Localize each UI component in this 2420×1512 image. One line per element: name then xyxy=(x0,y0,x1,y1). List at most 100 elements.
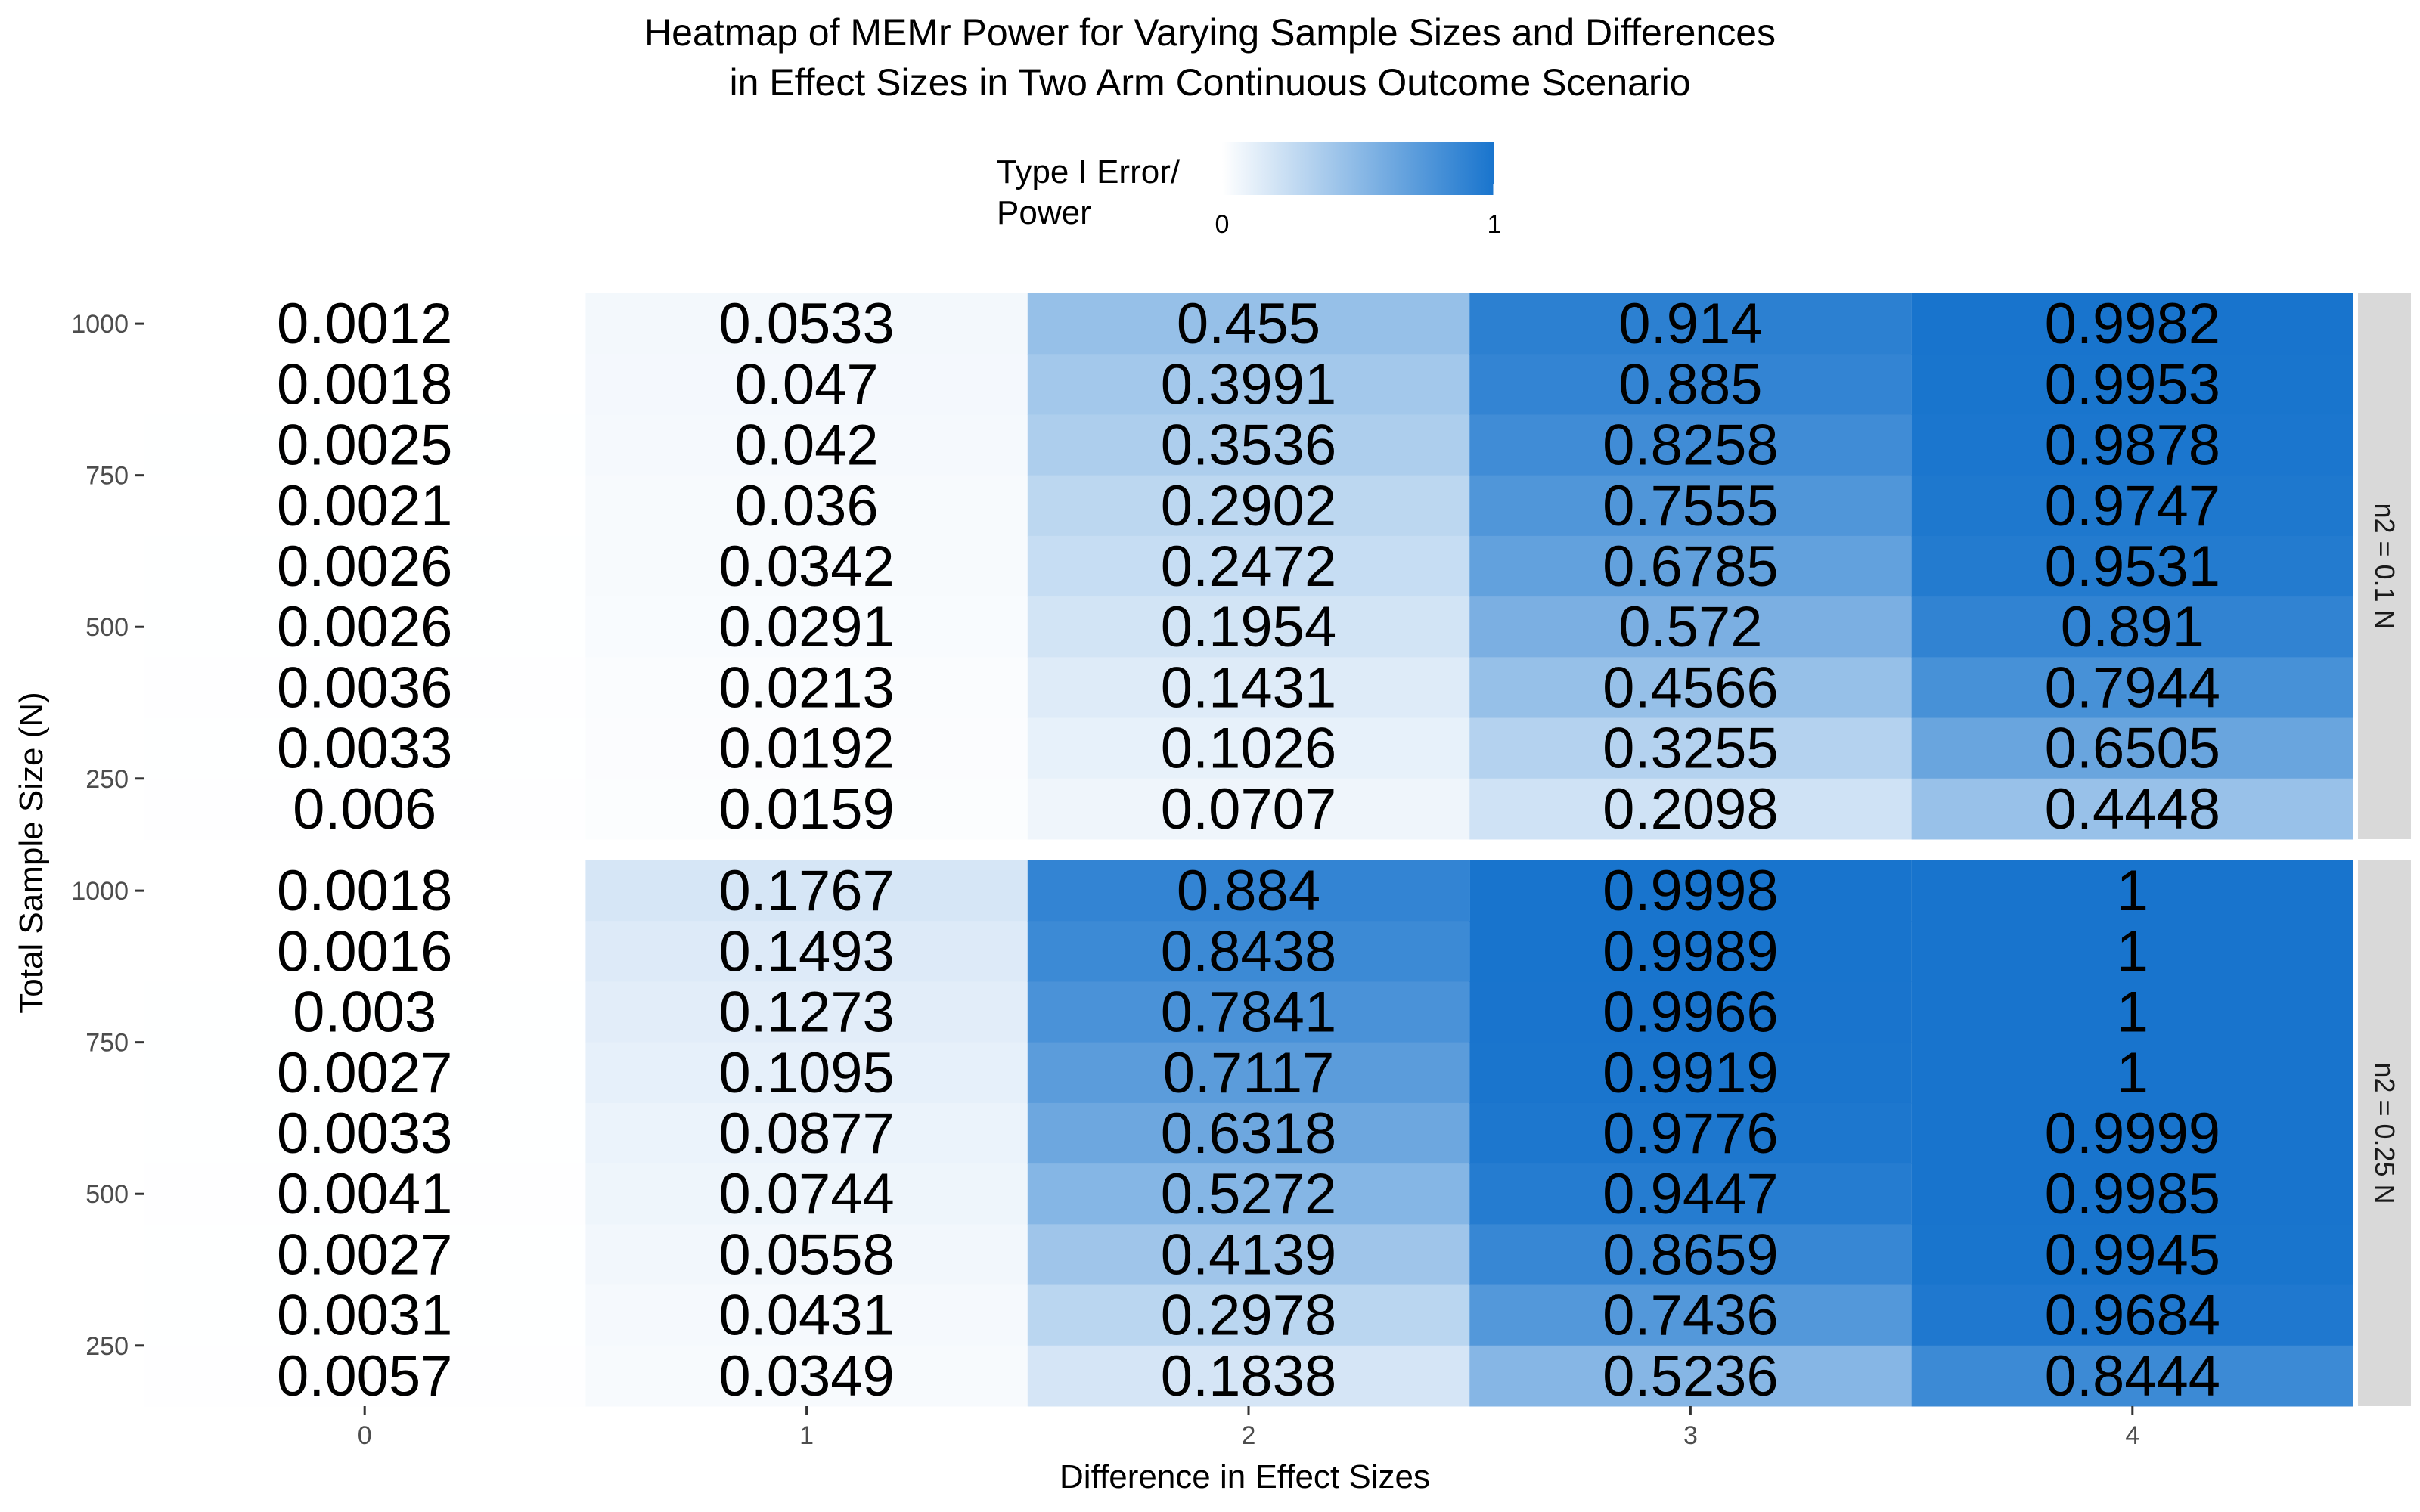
tile-labels: 0.00180.00160.0030.00270.00330.00410.002… xyxy=(277,859,2220,1408)
heatmap-tile xyxy=(144,1102,586,1164)
tile-value-label: 0.0018 xyxy=(277,859,452,923)
heatmap-tile xyxy=(1911,1284,2353,1346)
y-tick-label: 750 xyxy=(85,462,129,491)
tile-value-label: 0.884 xyxy=(1177,859,1320,923)
heatmap-tile xyxy=(1027,1345,1470,1407)
heatmap-tile xyxy=(144,475,586,537)
tile-value-label: 0.0033 xyxy=(277,717,452,781)
heatmap-tile xyxy=(1469,921,1912,982)
heatmap-tile xyxy=(1911,1163,2353,1225)
tile-value-label: 0.9953 xyxy=(2045,352,2220,417)
heatmap-tile xyxy=(1911,1042,2353,1104)
tile-value-label: 0.0026 xyxy=(277,595,452,659)
tile-value-label: 0.2978 xyxy=(1161,1284,1336,1348)
tile-value-label: 0.0192 xyxy=(718,717,894,781)
tile-value-label: 0.0213 xyxy=(718,655,894,720)
x-tick-label: 2 xyxy=(1242,1421,1256,1450)
y-axis-title: Total Sample Size (N) xyxy=(13,692,50,1013)
heatmap-tile xyxy=(585,293,1028,355)
heatmap-tile xyxy=(1911,414,2353,476)
heatmap-tile xyxy=(585,414,1028,476)
heatmap-tile xyxy=(1469,475,1912,537)
heatmap-tile xyxy=(585,1284,1028,1346)
tile-value-label: 0.572 xyxy=(1618,595,1762,659)
heatmap-tile xyxy=(585,921,1028,982)
tile-value-label: 0.4139 xyxy=(1161,1222,1336,1287)
heatmap-tile xyxy=(1911,1345,2353,1407)
tile-value-label: 0.0041 xyxy=(277,1162,452,1226)
heatmap-tile xyxy=(1911,535,2353,597)
heatmap-tile xyxy=(144,535,586,597)
tile-value-label: 0.7944 xyxy=(2045,655,2220,720)
tile-value-label: 0.9684 xyxy=(2045,1284,2220,1348)
y-tick-label: 500 xyxy=(85,613,129,642)
legend-title-line-1: Type I Error/ xyxy=(997,153,1181,191)
tile-value-label: 0.6318 xyxy=(1161,1101,1336,1166)
facet-strip-label: n2 = 0.1 N xyxy=(2369,503,2400,629)
tile-value-label: 0.5272 xyxy=(1161,1162,1336,1226)
heatmap-tile xyxy=(1469,778,1912,840)
heatmap-tile xyxy=(1027,778,1470,840)
heatmap-tile xyxy=(585,981,1028,1043)
tile-value-label: 0.2472 xyxy=(1161,534,1336,599)
x-tick-label: 3 xyxy=(1683,1421,1698,1450)
y-tick-label: 750 xyxy=(85,1029,129,1058)
tile-value-label: 0.0026 xyxy=(277,534,452,599)
tile-value-label: 0.8444 xyxy=(2045,1344,2220,1408)
tile-value-label: 0.9531 xyxy=(2045,534,2220,599)
tile-value-label: 0.9999 xyxy=(2045,1101,2220,1166)
heatmap-tile xyxy=(144,293,586,355)
tile-value-label: 0.0349 xyxy=(718,1344,894,1408)
tile-value-label: 0.4448 xyxy=(2045,777,2220,841)
tile-value-label: 0.0057 xyxy=(277,1344,452,1408)
y-tick-label: 1000 xyxy=(71,877,129,906)
tile-value-label: 0.885 xyxy=(1618,352,1762,417)
tile-value-label: 0.7117 xyxy=(1163,1041,1335,1105)
tile-value-label: 0.0031 xyxy=(277,1284,452,1348)
heatmap-tile xyxy=(1911,293,2353,355)
heatmap-tile xyxy=(1027,921,1470,982)
chart-title-line-1: Heatmap of MEMr Power for Varying Sample… xyxy=(644,11,1776,54)
facet-strip xyxy=(2358,860,2411,1406)
tile-value-label: 0.0021 xyxy=(277,474,452,538)
tile-value-label: 0.9878 xyxy=(2045,414,2220,478)
heatmap-tile xyxy=(585,1224,1028,1286)
heatmap-tile xyxy=(585,860,1028,922)
tile-value-label: 0.0707 xyxy=(1161,777,1336,841)
heatmap-tile xyxy=(585,1042,1028,1104)
heatmap-tile xyxy=(1911,657,2353,719)
tile-value-label: 0.0016 xyxy=(277,919,452,984)
tile-value-label: 0.7436 xyxy=(1602,1284,1778,1348)
tile-value-label: 0.455 xyxy=(1177,292,1320,356)
heatmap-tile xyxy=(585,475,1028,537)
facet-strip xyxy=(2358,293,2411,839)
heatmap-tile xyxy=(585,717,1028,779)
tile-value-label: 0.047 xyxy=(735,352,879,417)
panel-1: 0.00120.00180.00250.00210.00260.00260.00… xyxy=(71,292,2411,841)
tile-value-label: 0.0018 xyxy=(277,352,452,417)
heatmap-tile xyxy=(1027,414,1470,476)
heatmap-tile xyxy=(585,778,1028,840)
tile-value-label: 0.7841 xyxy=(1161,981,1336,1045)
legend-min-label: 0 xyxy=(1215,210,1230,239)
legend: Type I Error/ Power 0 1 xyxy=(997,142,1501,239)
tile-value-label: 0.1954 xyxy=(1161,595,1336,659)
heatmap-tile xyxy=(1911,778,2353,840)
heatmap-tile xyxy=(144,1284,586,1346)
tile-value-label: 0.9747 xyxy=(2045,474,2220,538)
heatmap-tile xyxy=(1027,596,1470,658)
tile-value-label: 0.036 xyxy=(735,474,879,538)
heatmap-tile xyxy=(585,535,1028,597)
tile-value-label: 0.9447 xyxy=(1602,1162,1778,1226)
tile-value-label: 0.5236 xyxy=(1602,1344,1778,1408)
heatmap-tile xyxy=(1027,293,1470,355)
heatmap-tile xyxy=(1027,1102,1470,1164)
heatmap-tile xyxy=(1911,596,2353,658)
legend-max-label: 1 xyxy=(1488,210,1502,239)
heatmap-tile xyxy=(1027,860,1470,922)
tile-value-label: 0.8438 xyxy=(1161,919,1336,984)
tile-value-label: 0.9989 xyxy=(1602,919,1778,984)
y-axis-panel-1: 250 500 750 1000 xyxy=(71,310,144,794)
heatmap-tile xyxy=(144,860,586,922)
